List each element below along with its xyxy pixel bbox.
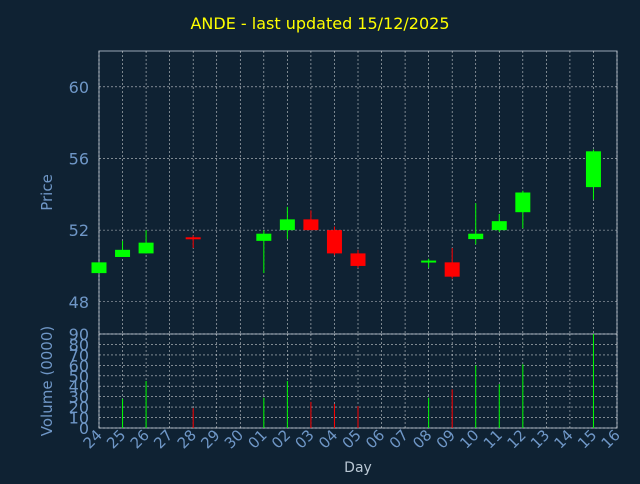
x-tick-label: 07 [386, 426, 412, 452]
volume-tick-label: 90 [69, 325, 89, 344]
candle-body [303, 219, 319, 231]
x-tick-label: 06 [362, 426, 388, 452]
x-tick-label: 03 [292, 426, 318, 452]
candle-body [350, 253, 366, 266]
x-tick-label: 04 [315, 426, 341, 452]
x-tick-label: 09 [433, 426, 459, 452]
x-tick-label: 13 [527, 426, 553, 452]
candle-body [444, 262, 460, 277]
candle-body [138, 242, 154, 254]
price-tick-label: 60 [69, 78, 89, 97]
volume-tick-label: 50 [69, 367, 89, 386]
candle-body [256, 233, 272, 241]
x-tick-label: 28 [174, 426, 200, 452]
candle-body [185, 237, 201, 240]
chart-title: ANDE - last updated 15/12/2025 [190, 14, 450, 33]
x-tick-label: 10 [456, 426, 482, 452]
candle-body [468, 233, 484, 240]
volume-tick-label: 40 [69, 377, 89, 396]
x-tick-label: 26 [127, 426, 153, 452]
candle-body [279, 219, 295, 231]
x-tick-label: 08 [409, 426, 435, 452]
x-tick-label: 27 [150, 426, 176, 452]
volume-axis-label: Volume (0000) [38, 326, 56, 436]
x-tick-label: 16 [598, 426, 624, 452]
price-axis-label: Price [38, 174, 56, 211]
volume-tick-label: 30 [69, 388, 89, 407]
candle-body [115, 249, 131, 257]
price-tick-label: 52 [69, 221, 89, 240]
candle-body [326, 230, 342, 254]
candle-body [491, 221, 507, 231]
volume-tick-label: 0 [79, 419, 89, 438]
volume-tick-label: 80 [69, 335, 89, 354]
volume-tick-label: 10 [69, 409, 89, 428]
price-tick-label: 56 [69, 149, 89, 168]
x-tick-label: 12 [503, 426, 529, 452]
x-tick-label: 14 [551, 426, 577, 452]
candle-body [91, 262, 107, 274]
volume-tick-label: 60 [69, 356, 89, 375]
x-tick-label: 29 [197, 426, 223, 452]
x-tick-label: 05 [339, 426, 365, 452]
candle-body [421, 260, 437, 263]
candle-body [585, 151, 601, 188]
price-tick-label: 48 [69, 293, 89, 312]
x-tick-label: 02 [268, 426, 294, 452]
x-tick-label: 15 [574, 426, 600, 452]
x-tick-label: 01 [244, 426, 270, 452]
x-axis-label: Day [344, 460, 372, 476]
candle-body [515, 192, 531, 213]
volume-tick-label: 20 [69, 398, 89, 417]
x-tick-label: 25 [103, 426, 129, 452]
x-tick-label: 11 [480, 426, 506, 452]
volume-tick-label: 70 [69, 346, 89, 365]
x-tick-label: 30 [221, 426, 247, 452]
